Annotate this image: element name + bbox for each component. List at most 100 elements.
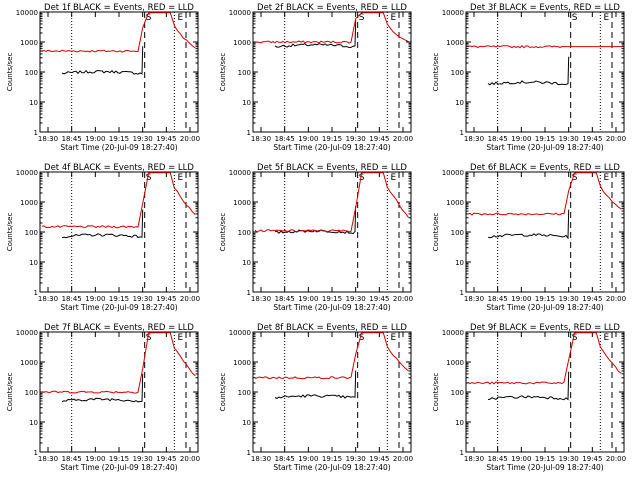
x-tick-label: 19:00 — [511, 455, 531, 463]
events-series — [487, 371, 570, 401]
x-tick-label: 20:00 — [606, 455, 626, 463]
x-tick-label: 19:15 — [109, 295, 129, 303]
panel-title: Det 2f BLACK = Events, RED = LLD — [257, 3, 407, 13]
y-tick-label: 1000 — [20, 39, 38, 47]
y-tick-label: 10000 — [229, 329, 251, 337]
end-marker: E — [177, 173, 183, 183]
start-marker: S — [146, 333, 152, 343]
y-tick-label: 1 — [34, 129, 38, 137]
y-tick-label: 1000 — [20, 199, 38, 207]
panel-9: Det 9f BLACK = Events, RED = LLD 1 10 100 10… — [432, 323, 626, 472]
x-tick-label: 19:00 — [298, 135, 318, 143]
events-series — [487, 209, 570, 240]
x-tick-label: 19:45 — [582, 455, 602, 463]
y-axis-label: Counts/sec — [6, 213, 14, 252]
panel-title: Det 7f BLACK = Events, RED = LLD — [44, 323, 194, 333]
events-series — [61, 209, 144, 239]
y-tick-label: 10 — [29, 259, 38, 267]
x-tick-label: 18:45 — [275, 455, 295, 463]
lld-series — [467, 172, 622, 216]
x-tick-label: 19:00 — [511, 295, 531, 303]
x-tick-label: 18:45 — [62, 295, 82, 303]
x-tick-label: 19:15 — [109, 455, 129, 463]
x-tick-label: 19:45 — [369, 295, 389, 303]
y-axis-label: Counts/sec — [432, 53, 440, 92]
start-marker: S — [572, 173, 578, 183]
x-tick-label: 20:00 — [393, 135, 413, 143]
y-tick-label: 100 — [25, 389, 38, 397]
end-marker: E — [390, 173, 396, 183]
lld-series — [41, 172, 196, 229]
x-tick-label: 19:00 — [298, 295, 318, 303]
x-tick-label: 19:45 — [369, 455, 389, 463]
panel-title: Det 4f BLACK = Events, RED = LLD — [44, 163, 194, 173]
y-tick-label: 10000 — [16, 329, 38, 337]
x-axis-label: Start Time (20-Jul-09 18:27:40) — [273, 463, 390, 472]
y-tick-label: 10 — [455, 259, 464, 267]
y-tick-label: 1000 — [446, 199, 464, 207]
events-series — [487, 56, 570, 86]
lld-series — [467, 44, 622, 49]
panel-8: Det 8f BLACK = Events, RED = LLD 1 10 100 10… — [219, 323, 413, 472]
panel-5: Det 5f BLACK = Events, RED = LLD 1 10 100 10… — [219, 163, 413, 312]
x-tick-label: 19:45 — [156, 295, 176, 303]
y-tick-label: 10000 — [16, 9, 38, 17]
events-series — [61, 46, 144, 75]
panel-title: Det 8f BLACK = Events, RED = LLD — [257, 323, 407, 333]
x-tick-label: 18:45 — [488, 135, 508, 143]
x-tick-label: 19:00 — [298, 455, 318, 463]
x-tick-label: 18:45 — [275, 295, 295, 303]
y-tick-label: 1000 — [20, 359, 38, 367]
x-tick-label: 19:45 — [582, 295, 602, 303]
y-tick-label: 1 — [460, 129, 464, 137]
x-tick-label: 20:00 — [180, 295, 200, 303]
lld-series — [42, 332, 196, 394]
x-tick-label: 19:30 — [133, 135, 153, 143]
y-tick-label: 1 — [247, 289, 251, 297]
y-axis-label: Counts/sec — [432, 373, 440, 412]
x-tick-label: 19:15 — [109, 135, 129, 143]
y-tick-label: 10000 — [442, 9, 464, 17]
x-tick-label: 19:00 — [85, 455, 105, 463]
x-axis-label: Start Time (20-Jul-09 18:27:40) — [486, 143, 603, 152]
end-marker: E — [603, 13, 609, 23]
y-tick-label: 1 — [460, 449, 464, 457]
y-tick-label: 10000 — [442, 169, 464, 177]
x-tick-label: 19:30 — [559, 135, 579, 143]
x-tick-label: 20:00 — [393, 295, 413, 303]
x-tick-label: 19:45 — [582, 135, 602, 143]
y-tick-label: 1 — [34, 449, 38, 457]
y-tick-label: 10000 — [442, 329, 464, 337]
y-tick-label: 10 — [242, 259, 251, 267]
start-marker: S — [359, 173, 365, 183]
y-tick-label: 100 — [451, 229, 464, 237]
x-tick-label: 18:30 — [464, 135, 484, 143]
y-tick-label: 1 — [247, 129, 251, 137]
x-tick-label: 18:30 — [464, 455, 484, 463]
start-marker: S — [359, 333, 365, 343]
y-tick-label: 1 — [247, 449, 251, 457]
panel-1: Det 1f BLACK = Events, RED = LLD 1 10 100 10… — [6, 3, 200, 152]
lld-series — [467, 332, 622, 385]
x-tick-label: 20:00 — [180, 135, 200, 143]
x-tick-label: 18:45 — [62, 135, 82, 143]
x-tick-label: 18:30 — [38, 455, 58, 463]
y-axis-label: Counts/sec — [219, 373, 227, 412]
y-axis-label: Counts/sec — [6, 53, 14, 92]
x-axis-label: Start Time (20-Jul-09 18:27:40) — [60, 143, 177, 152]
y-tick-label: 100 — [238, 69, 251, 77]
x-tick-label: 18:45 — [488, 455, 508, 463]
x-tick-label: 18:30 — [464, 295, 484, 303]
events-series — [274, 370, 357, 399]
x-tick-label: 18:45 — [62, 455, 82, 463]
x-tick-label: 19:30 — [559, 455, 579, 463]
x-tick-label: 20:00 — [180, 455, 200, 463]
x-tick-label: 19:30 — [133, 455, 153, 463]
panel-title: Det 3f BLACK = Events, RED = LLD — [470, 3, 620, 13]
panel-6: Det 6f BLACK = Events, RED = LLD 1 10 100 10… — [432, 163, 626, 312]
y-tick-label: 100 — [451, 69, 464, 77]
lld-series — [254, 172, 409, 233]
end-marker: E — [177, 333, 183, 343]
end-marker: E — [603, 333, 609, 343]
